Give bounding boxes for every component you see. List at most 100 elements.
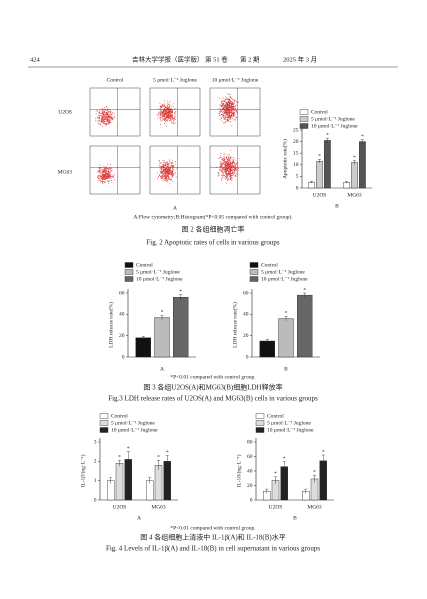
legend-swatch — [124, 276, 134, 282]
x-tick-label: U2OS — [313, 192, 327, 198]
legend-label: 10 μmol·L⁻¹ Juglone — [136, 276, 183, 282]
figure-note: *P<0.01 compared with control group. — [170, 525, 256, 531]
y-tick-label: 60 — [243, 290, 249, 296]
column-label: 10 μmol·L⁻¹ Juglone — [212, 77, 259, 83]
date: 2025 年 3 月 — [283, 54, 317, 63]
y-tick-label: 20 — [247, 483, 253, 489]
y-tick-label: 0 — [94, 497, 97, 503]
legend-swatch — [99, 413, 109, 419]
significance-marker: * — [179, 289, 182, 295]
volume: 第 51 卷 — [205, 54, 228, 63]
legend-swatch — [299, 109, 309, 115]
legend-swatch — [255, 420, 265, 426]
y-tick-label: 0 — [296, 185, 299, 191]
bar — [154, 317, 170, 358]
x-tick-label: U2OS — [269, 504, 283, 510]
bar — [115, 463, 124, 501]
row-label: U2OS — [58, 109, 72, 115]
legend-swatch — [249, 276, 259, 282]
y-tick-label: 20 — [243, 333, 249, 339]
significance-marker: * — [303, 287, 306, 293]
legend-label: 10 μmol·L⁻¹ Juglone — [111, 427, 158, 433]
legend-label: 5 μmol·L⁻¹ Juglone — [311, 116, 355, 122]
flow-dots — [95, 106, 115, 128]
x-tick-label: MG63 — [347, 192, 362, 198]
y-tick-label: 40 — [243, 312, 249, 318]
issue: 第 2 期 — [240, 54, 260, 63]
y-tick-label: 15 — [293, 150, 299, 156]
flow-panel — [209, 87, 261, 137]
y-axis-label: Apoptotic rate(%) — [281, 139, 288, 179]
bar — [259, 340, 275, 358]
legend-label: 5 μmol·L⁻¹ Juglone — [267, 420, 311, 426]
flow-panel — [149, 87, 201, 137]
panel-label: B — [293, 515, 297, 521]
x-tick-label: MG63 — [151, 504, 166, 510]
bar — [324, 140, 331, 189]
legend-swatch — [99, 420, 109, 426]
significance-marker: * — [127, 446, 130, 452]
legend-swatch — [255, 413, 265, 419]
significance-marker: * — [161, 310, 164, 316]
significance-marker: * — [283, 456, 286, 462]
bar — [173, 297, 189, 358]
legend-label: 10 μmol·L⁻¹ Juglone — [311, 123, 358, 129]
legend-label: 5 μmol·L⁻¹ Juglone — [136, 269, 180, 275]
legend-label: 5 μmol·L⁻¹ Juglone — [261, 269, 305, 275]
bar — [319, 460, 327, 501]
y-tick-label: 3 — [94, 439, 97, 445]
flow-dots — [157, 159, 177, 185]
x-tick-label: U2OS — [113, 504, 127, 510]
caption-en: Fig.3 LDH release rates of U2OS(A) and M… — [108, 395, 318, 403]
significance-marker: * — [318, 154, 321, 160]
legend-label: 10 μmol·L⁻¹ Juglone — [261, 276, 308, 282]
y-axis-label: IL-1β/(ng·L⁻¹) — [79, 454, 86, 487]
legend-label: Control — [261, 262, 278, 268]
y-tick-label: 60 — [247, 454, 253, 460]
legend-label: 5 μmol·L⁻¹ Juglone — [111, 420, 155, 426]
caption-cn: 图 3 各组U2OS(A)和MG63(B)细胞LDH释放率 — [143, 383, 282, 392]
bar — [316, 161, 323, 189]
panel-label: B — [284, 366, 288, 372]
significance-marker: * — [322, 449, 325, 455]
caption-en: Fig. 2 Apoptotic rates of cells in vario… — [146, 239, 279, 247]
legend-swatch — [249, 269, 259, 275]
legend-swatch — [124, 269, 134, 275]
figure-note: *P<0.01 compared with control group. — [170, 374, 256, 380]
bar — [359, 141, 366, 189]
legend-swatch — [249, 262, 259, 268]
y-axis-label: LDH release rate(%) — [231, 302, 238, 348]
caption-cn: 图 2 各组细胞凋亡率 — [182, 225, 245, 234]
flow-dots — [215, 150, 240, 184]
caption-en: Fig. 4 Levels of IL-1β(A) and IL-18(B) i… — [106, 545, 320, 553]
x-tick-label: MG63 — [307, 504, 322, 510]
bar — [297, 294, 313, 358]
bar — [278, 318, 294, 358]
legend-label: Control — [136, 262, 153, 268]
significance-marker: * — [157, 455, 160, 461]
flow-panel — [149, 145, 201, 195]
significance-marker: * — [118, 455, 121, 461]
y-tick-label: 0 — [122, 354, 125, 360]
caption-cn: 图 4 各组细胞上清液中 IL-1β(A)和 IL-18(B)水平 — [140, 533, 286, 542]
y-axis-label: IL-18/(ng·L⁻¹) — [235, 454, 242, 487]
flow-dots — [97, 163, 115, 184]
legend-label: 10 μmol·L⁻¹ Juglone — [267, 427, 314, 433]
flow-panel — [89, 87, 141, 137]
panel-label: B — [335, 203, 339, 209]
significance-marker: * — [313, 470, 316, 476]
y-tick-label: 2 — [94, 459, 97, 465]
flow-dots — [218, 93, 239, 127]
y-axis-label: LDH release rate(%) — [107, 302, 114, 348]
panel-label: A — [160, 366, 164, 372]
significance-marker: * — [361, 134, 364, 140]
panel-label: A — [137, 515, 141, 521]
y-tick-label: 25 — [293, 127, 299, 133]
y-tick-label: 60 — [119, 290, 125, 296]
bar — [351, 162, 358, 189]
figure-note: A:Flow cytometry;B:Histogram(*P<0.05 com… — [133, 213, 293, 220]
significance-marker: * — [285, 311, 288, 317]
flow-panel — [209, 145, 261, 195]
column-label: 5 μmol·L⁻¹ Juglone — [153, 77, 197, 83]
flow-panel — [89, 145, 141, 195]
